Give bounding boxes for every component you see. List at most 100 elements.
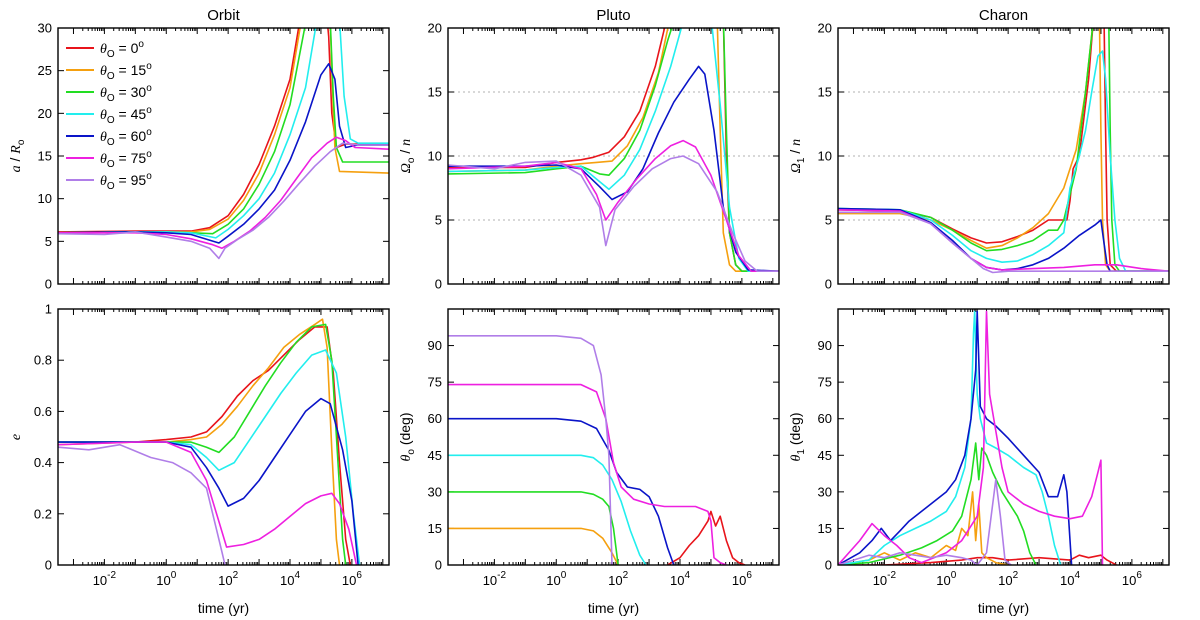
series-line [58,318,341,565]
plot-frame [447,308,780,566]
y-axis-label: θo (deg) [397,412,417,461]
plot-frame [837,27,1170,285]
y-tick-label: 0 [45,277,52,292]
y-tick-label: 0 [435,277,442,292]
y-tick-label: 10 [818,149,832,164]
series-line [448,454,647,565]
panel-pluto-omega: Pluto 0 5 10 15 20 Ωo / n [397,7,780,292]
series-line [838,28,1169,272]
series-line [448,139,779,272]
y-tick-label: 75 [818,375,832,390]
x-axis-label: time (yr) [198,600,249,616]
legend-label: θO = 60o [100,127,152,148]
y-axis-label: e [9,434,24,440]
y-tick-label: 0.2 [34,506,52,521]
x-tick-label: 10-2 [93,570,117,588]
x-tick-label: 106 [342,570,362,588]
series-line [838,554,1117,565]
series-line [58,136,389,249]
series-line [58,28,389,239]
series-line [448,383,727,565]
x-tick-label: 100 [546,570,566,588]
y-tick-label: 60 [428,411,442,426]
panel-charon-omega: Charon 0 5 10 15 20 Ω1 / n [787,7,1170,292]
panel-title: Orbit [207,7,240,24]
series-line [58,397,359,565]
y-tick-label: 20 [428,21,442,36]
legend-label: θO = 30o [100,83,152,104]
panel-orbit-e: 0 0.2 0.4 0.6 0.8 1 10-2 100 102 104 106 time (yr) e [9,302,390,616]
y-tick-label: 90 [428,338,442,353]
x-tick-label: 102 [998,570,1018,588]
x-tick-label: 102 [218,570,238,588]
x-tick-label: 10-2 [873,570,897,588]
series-line [838,310,1104,565]
y-tick-label: 15 [818,521,832,536]
series-group [58,318,361,565]
series-line [838,207,1169,272]
x-tick-label: 106 [732,570,752,588]
y-tick-label: 90 [818,338,832,353]
y-axis-label: Ωo / n [397,139,417,173]
series-line [838,442,1037,565]
x-tick-label: 104 [1060,570,1080,588]
y-tick-label: 1 [45,302,52,317]
series-line [838,310,1062,565]
series-line [58,323,347,565]
y-tick-label: 5 [435,213,442,228]
y-tick-label: 20 [38,106,52,121]
y-tick-label: 10 [38,191,52,206]
series-line [838,491,1009,565]
series-group [448,335,746,565]
plot-frame [57,308,390,566]
series-line [448,155,779,272]
y-tick-label: 75 [428,375,442,390]
series-group [838,28,1169,274]
y-tick-label: 20 [818,21,832,36]
panel-title: Charon [979,7,1028,24]
series-line [838,478,1012,565]
x-tick-label: 104 [670,570,690,588]
series-group [448,28,779,272]
y-tick-label: 45 [428,448,442,463]
panel-charon-theta: 0 15 30 45 60 75 90 10-2 100 102 104 106 time (yr) θ1… [787,308,1170,616]
x-axis-label: time (yr) [978,600,1029,616]
y-tick-label: 0 [435,558,442,573]
y-tick-label: 15 [818,85,832,100]
series-group [58,28,389,260]
legend-label: θO = 15o [100,61,152,82]
y-axis-label: θ1 (deg) [787,412,807,461]
series-group [838,310,1117,565]
y-tick-label: 0 [825,558,832,573]
y-axis-label: Ω1 / n [787,139,807,173]
legend-label: θO = 0o [100,39,144,60]
y-tick-label: 15 [38,149,52,164]
y-tick-label: 0 [45,558,52,573]
y-tick-label: 45 [818,448,832,463]
x-tick-label: 102 [608,570,628,588]
series-line [58,349,361,565]
y-tick-label: 10 [428,149,442,164]
series-line [58,443,226,565]
y-tick-label: 5 [825,213,832,228]
y-tick-label: 60 [818,411,832,426]
x-axis-label: time (yr) [588,600,639,616]
x-tick-label: 100 [936,570,956,588]
series-line [58,63,389,244]
series-line [838,50,1169,272]
y-tick-label: 30 [818,484,832,499]
y-tick-label: 30 [428,484,442,499]
y-tick-label: 0.6 [34,404,52,419]
y-tick-label: 5 [45,234,52,249]
x-tick-label: 104 [280,570,300,588]
series-line [58,142,389,260]
series-line [448,491,619,565]
series-line [838,28,1169,272]
y-tick-label: 30 [38,21,52,36]
legend-label: θO = 95o [100,171,152,192]
y-tick-label: 0.8 [34,353,52,368]
panel-title: Pluto [596,7,630,24]
